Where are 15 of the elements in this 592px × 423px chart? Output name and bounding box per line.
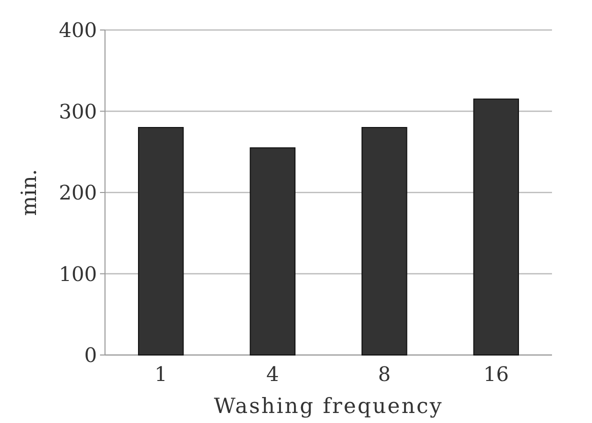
x-tick-label: 8 — [378, 362, 391, 386]
y-tick-label: 300 — [58, 99, 97, 124]
y-tick-label: 100 — [58, 262, 97, 286]
bar — [473, 98, 519, 356]
x-tick-label: 4 — [266, 362, 279, 386]
x-tick-label: 1 — [154, 362, 168, 386]
y-tick-label: 0 — [84, 343, 97, 367]
y-tick-label: 200 — [58, 180, 97, 204]
bar — [362, 127, 408, 356]
y-axis-title: min. — [17, 169, 41, 216]
bar — [138, 127, 184, 356]
x-tick-label: 16 — [483, 362, 509, 386]
x-axis-title: Washing frequency — [214, 394, 444, 418]
y-tick-label: 400 — [58, 18, 97, 42]
bar — [250, 147, 296, 356]
